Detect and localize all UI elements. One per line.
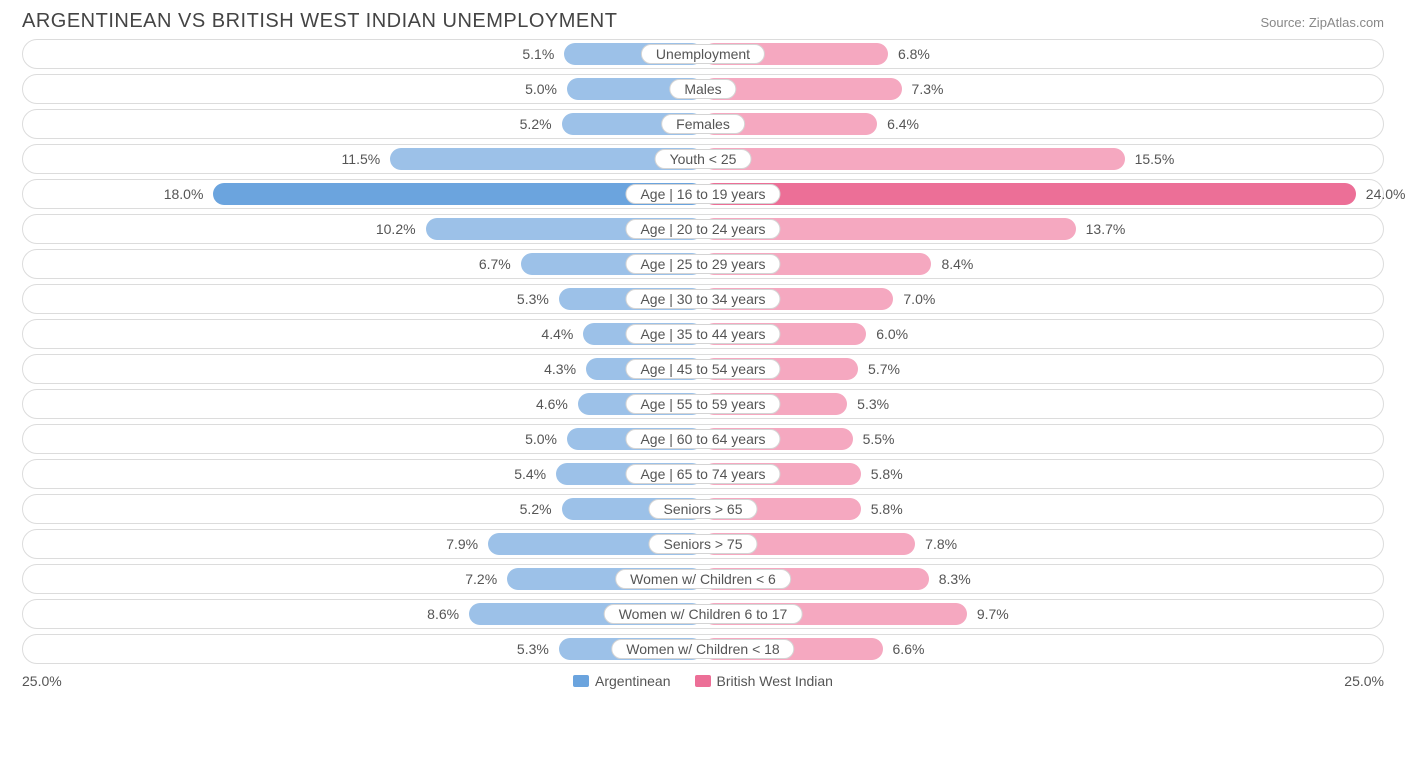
- value-label-left: 5.3%: [517, 288, 555, 310]
- category-label: Age | 55 to 59 years: [625, 394, 780, 414]
- value-label-right: 5.8%: [865, 498, 903, 520]
- value-label-left: 5.2%: [520, 113, 558, 135]
- value-label-left: 5.3%: [517, 638, 555, 660]
- value-label-right: 24.0%: [1360, 183, 1406, 205]
- chart-row: 6.7% 8.4% Age | 25 to 29 years: [22, 249, 1384, 279]
- chart-footer: 25.0% Argentinean British West Indian 25…: [0, 669, 1406, 689]
- chart-row: 7.2% 8.3% Women w/ Children < 6: [22, 564, 1384, 594]
- category-label: Males: [669, 79, 736, 99]
- chart-row: 4.4% 6.0% Age | 35 to 44 years: [22, 319, 1384, 349]
- category-label: Youth < 25: [655, 149, 752, 169]
- value-label-left: 18.0%: [164, 183, 210, 205]
- chart-row: 4.3% 5.7% Age | 45 to 54 years: [22, 354, 1384, 384]
- chart-title: ARGENTINEAN VS BRITISH WEST INDIAN UNEMP…: [22, 10, 617, 33]
- value-label-left: 5.2%: [520, 498, 558, 520]
- value-label-right: 5.7%: [862, 358, 900, 380]
- chart-row: 11.5% 15.5% Youth < 25: [22, 144, 1384, 174]
- value-label-right: 6.4%: [881, 113, 919, 135]
- chart-row: 5.2% 6.4% Females: [22, 109, 1384, 139]
- value-label-left: 7.9%: [446, 533, 484, 555]
- chart-row: 5.3% 6.6% Women w/ Children < 18: [22, 634, 1384, 664]
- category-label: Women w/ Children 6 to 17: [604, 604, 803, 624]
- category-label: Unemployment: [641, 44, 765, 64]
- legend-swatch-left: [573, 675, 589, 687]
- chart-row: 8.6% 9.7% Women w/ Children 6 to 17: [22, 599, 1384, 629]
- chart-area: 5.1% 6.8% Unemployment 5.0% 7.3% Males 5.2% 6.4…: [0, 39, 1406, 664]
- value-label-right: 8.3%: [933, 568, 971, 590]
- category-label: Age | 35 to 44 years: [625, 324, 780, 344]
- value-label-left: 11.5%: [342, 148, 387, 170]
- chart-row: 7.9% 7.8% Seniors > 75: [22, 529, 1384, 559]
- value-label-right: 7.3%: [906, 78, 944, 100]
- legend-label-right: British West Indian: [717, 673, 833, 689]
- value-label-right: 5.8%: [865, 463, 903, 485]
- chart-row: 4.6% 5.3% Age | 55 to 59 years: [22, 389, 1384, 419]
- value-label-right: 5.3%: [851, 393, 889, 415]
- value-label-right: 7.8%: [919, 533, 957, 555]
- chart-row: 10.2% 13.7% Age | 20 to 24 years: [22, 214, 1384, 244]
- chart-row: 5.1% 6.8% Unemployment: [22, 39, 1384, 69]
- value-label-left: 5.0%: [525, 78, 563, 100]
- category-label: Seniors > 75: [649, 534, 758, 554]
- value-label-right: 6.8%: [892, 43, 930, 65]
- value-label-left: 4.4%: [541, 323, 579, 345]
- category-label: Seniors > 65: [649, 499, 758, 519]
- chart-row: 5.2% 5.8% Seniors > 65: [22, 494, 1384, 524]
- value-label-left: 5.1%: [522, 43, 560, 65]
- axis-left-max: 25.0%: [22, 673, 62, 689]
- value-label-right: 15.5%: [1129, 148, 1175, 170]
- category-label: Age | 25 to 29 years: [625, 254, 780, 274]
- category-label: Women w/ Children < 6: [615, 569, 791, 589]
- value-label-left: 5.4%: [514, 463, 552, 485]
- value-label-left: 4.3%: [544, 358, 582, 380]
- category-label: Age | 65 to 74 years: [625, 464, 780, 484]
- chart-row: 5.0% 7.3% Males: [22, 74, 1384, 104]
- legend-item-right: British West Indian: [695, 673, 833, 689]
- value-label-right: 9.7%: [971, 603, 1009, 625]
- value-label-left: 6.7%: [479, 253, 517, 275]
- legend-item-left: Argentinean: [573, 673, 671, 689]
- axis-right-max: 25.0%: [1344, 673, 1384, 689]
- bar-right: [703, 148, 1125, 170]
- category-label: Age | 45 to 54 years: [625, 359, 780, 379]
- category-label: Women w/ Children < 18: [611, 639, 794, 659]
- header: ARGENTINEAN VS BRITISH WEST INDIAN UNEMP…: [0, 0, 1406, 39]
- value-label-right: 13.7%: [1080, 218, 1126, 240]
- value-label-left: 4.6%: [536, 393, 574, 415]
- category-label: Age | 16 to 19 years: [625, 184, 780, 204]
- chart-row: 5.3% 7.0% Age | 30 to 34 years: [22, 284, 1384, 314]
- bar-right: [703, 183, 1356, 205]
- value-label-right: 7.0%: [897, 288, 935, 310]
- category-label: Age | 60 to 64 years: [625, 429, 780, 449]
- legend-swatch-right: [695, 675, 711, 687]
- value-label-left: 5.0%: [525, 428, 563, 450]
- chart-row: 5.0% 5.5% Age | 60 to 64 years: [22, 424, 1384, 454]
- source-attribution: Source: ZipAtlas.com: [1260, 15, 1384, 30]
- category-label: Females: [661, 114, 745, 134]
- value-label-right: 6.0%: [870, 323, 908, 345]
- category-label: Age | 30 to 34 years: [625, 289, 780, 309]
- value-label-left: 10.2%: [376, 218, 422, 240]
- value-label-right: 6.6%: [887, 638, 925, 660]
- value-label-right: 8.4%: [935, 253, 973, 275]
- chart-row: 5.4% 5.8% Age | 65 to 74 years: [22, 459, 1384, 489]
- value-label-right: 5.5%: [857, 428, 895, 450]
- value-label-left: 7.2%: [465, 568, 503, 590]
- value-label-left: 8.6%: [427, 603, 465, 625]
- category-label: Age | 20 to 24 years: [625, 219, 780, 239]
- chart-row: 18.0%24.0%Age | 16 to 19 years: [22, 179, 1384, 209]
- legend-label-left: Argentinean: [595, 673, 671, 689]
- legend: Argentinean British West Indian: [573, 673, 833, 689]
